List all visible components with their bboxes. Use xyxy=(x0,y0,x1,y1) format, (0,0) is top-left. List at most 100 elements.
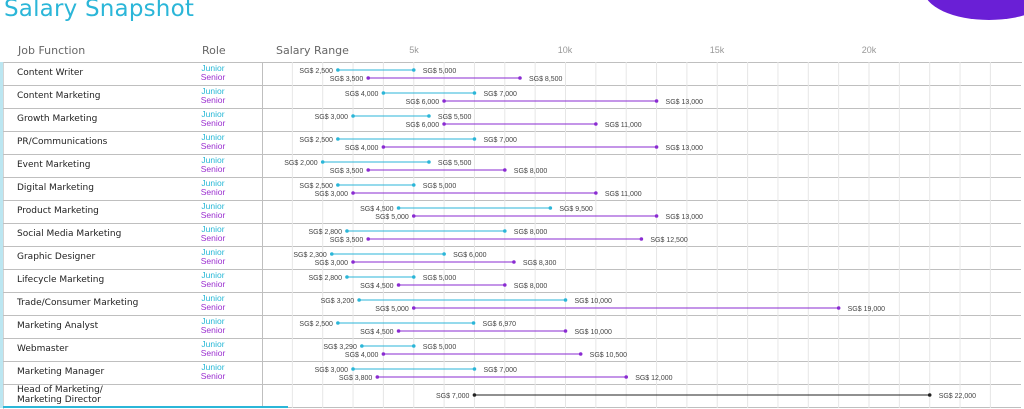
role-senior-label: Senior xyxy=(200,210,226,220)
junior-range-max-point xyxy=(503,229,507,233)
senior-range-max-label: SG$ 11,000 xyxy=(605,191,642,198)
role-junior-label: Junior xyxy=(201,270,225,280)
role-cell: Junior Senior xyxy=(200,294,226,312)
job-function-label: Head of Marketing/Marketing Director xyxy=(17,385,103,405)
role-junior-label: Junior xyxy=(201,109,225,119)
senior-range-max-point xyxy=(594,122,598,126)
role-senior-label: Senior xyxy=(200,256,226,266)
junior-range-max-point xyxy=(411,183,416,187)
junior-range-max-point xyxy=(427,160,431,164)
table-row: PR/Communications Junior Senior xyxy=(3,131,1021,155)
director-range-min-point xyxy=(472,393,477,397)
job-function-label: PR/Communications xyxy=(17,137,108,147)
role-cell: Junior Senior xyxy=(200,225,226,243)
table-row: Marketing Analyst Junior Senior xyxy=(3,315,1021,339)
senior-range-min-label: SG$ 3,500 xyxy=(330,168,364,175)
junior-range-min-label: SG$ 2,500 xyxy=(299,68,333,75)
senior-range-max-label: SG$ 10,000 xyxy=(575,329,612,336)
junior-range-min-point xyxy=(345,229,349,233)
role-senior-label: Senior xyxy=(200,118,226,128)
junior-range-max-label: SG$ 9,500 xyxy=(559,206,593,213)
senior-range-min-label: SG$ 4,500 xyxy=(360,329,394,336)
senior-range-min-point xyxy=(351,191,355,195)
senior-range-min-label: SG$ 4,500 xyxy=(360,283,394,290)
senior-range-max-label: SG$ 8,500 xyxy=(529,76,563,83)
senior-range-max-label: SG$ 11,000 xyxy=(605,122,642,129)
senior-range-min-label: SG$ 3,000 xyxy=(315,260,349,267)
job-function-label: Content Writer xyxy=(17,68,84,78)
job-function-label: Webmaster xyxy=(17,344,69,354)
senior-range-max-point xyxy=(654,145,659,149)
junior-range-min-label: SG$ 3,000 xyxy=(315,114,349,121)
senior-range-min-point xyxy=(375,375,380,379)
senior-range-min-point xyxy=(351,260,355,264)
junior-range-max-label: SG$ 6,970 xyxy=(483,321,517,328)
senior-range-max-label: SG$ 13,000 xyxy=(666,99,703,106)
senior-range-min-label: SG$ 4,000 xyxy=(345,352,379,359)
senior-range-max-label: SG$ 8,000 xyxy=(514,283,548,290)
junior-range-max-label: SG$ 5,000 xyxy=(423,68,457,75)
junior-range-max-label: SG$ 5,000 xyxy=(423,275,457,282)
salary-table xyxy=(3,62,1022,409)
junior-range-min-point xyxy=(357,298,361,302)
junior-range-max-point xyxy=(472,91,477,95)
role-cell: Junior Senior xyxy=(200,248,226,266)
table-row: Lifecycle Marketing Junior Senior xyxy=(3,269,1021,293)
senior-range-min-point xyxy=(442,99,446,103)
role-junior-label: Junior xyxy=(201,362,225,372)
role-junior-label: Junior xyxy=(201,224,225,234)
role-cell: Junior Senior xyxy=(200,340,226,358)
junior-range-min-label: SG$ 4,500 xyxy=(360,206,394,213)
junior-range-min-label: SG$ 3,200 xyxy=(321,298,355,305)
senior-range-min-point xyxy=(381,352,386,356)
director-range-max-label: SG$ 22,000 xyxy=(939,393,976,400)
junior-range-max-point xyxy=(472,137,477,141)
x-tick-10k: 10k xyxy=(557,45,573,55)
junior-range-min-label: SG$ 2,500 xyxy=(299,137,333,144)
table-row: Event Marketing Junior Senior xyxy=(3,154,1021,178)
role-senior-label: Senior xyxy=(200,187,226,197)
role-junior-label: Junior xyxy=(201,316,225,326)
senior-range-max-point xyxy=(639,237,644,241)
junior-range-max-point xyxy=(471,321,476,325)
job-function-label: Product Marketing xyxy=(17,206,99,216)
junior-range-max-label: SG$ 8,000 xyxy=(514,229,548,236)
table-row: Content Writer Junior Senior xyxy=(3,62,1021,86)
senior-range-min-point xyxy=(411,306,416,310)
x-tick-15k: 15k xyxy=(709,45,725,55)
job-function-label: Digital Marketing xyxy=(17,183,94,193)
senior-range-max-label: SG$ 12,500 xyxy=(650,237,687,244)
table-row: Graphic Designer Junior Senior xyxy=(3,246,1021,270)
junior-range-min-point xyxy=(360,344,364,348)
role-senior-label: Senior xyxy=(200,164,226,174)
senior-range-min-point xyxy=(366,168,371,172)
job-function-line: Marketing Director xyxy=(17,395,101,405)
director-range-min-label: SG$ 7,000 xyxy=(436,393,470,400)
senior-range-min-label: SG$ 5,000 xyxy=(375,214,409,221)
senior-range-max-label: SG$ 10,500 xyxy=(590,352,627,359)
junior-range-min-point xyxy=(396,206,401,210)
senior-range-min-label: SG$ 3,500 xyxy=(330,76,364,83)
senior-range-min-point xyxy=(411,214,416,218)
senior-range-max-point xyxy=(836,306,841,310)
job-function-label: Trade/Consumer Marketing xyxy=(17,298,139,308)
junior-range-max-point xyxy=(442,252,446,256)
role-senior-label: Senior xyxy=(200,302,226,312)
senior-range-max-label: SG$ 13,000 xyxy=(666,145,703,152)
junior-range-min-point xyxy=(336,68,340,72)
senior-range-min-point xyxy=(381,145,386,149)
senior-range-min-point xyxy=(366,237,371,241)
junior-range-min-point xyxy=(381,91,386,95)
role-senior-label: Senior xyxy=(200,72,226,82)
senior-range-max-point xyxy=(578,352,583,356)
senior-range-max-point xyxy=(624,375,628,379)
role-cell: Junior Senior xyxy=(200,179,226,197)
table-row: Content Marketing Junior Senior xyxy=(3,85,1021,109)
junior-range-min-point xyxy=(351,114,355,118)
junior-range-min-point xyxy=(336,183,340,187)
table-row: Social Media Marketing Junior Senior xyxy=(3,223,1021,247)
senior-range-max-label: SG$ 8,300 xyxy=(523,260,557,267)
senior-range-min-label: SG$ 6,000 xyxy=(406,122,440,129)
table-row: Marketing Manager Junior Senior xyxy=(3,361,1021,385)
